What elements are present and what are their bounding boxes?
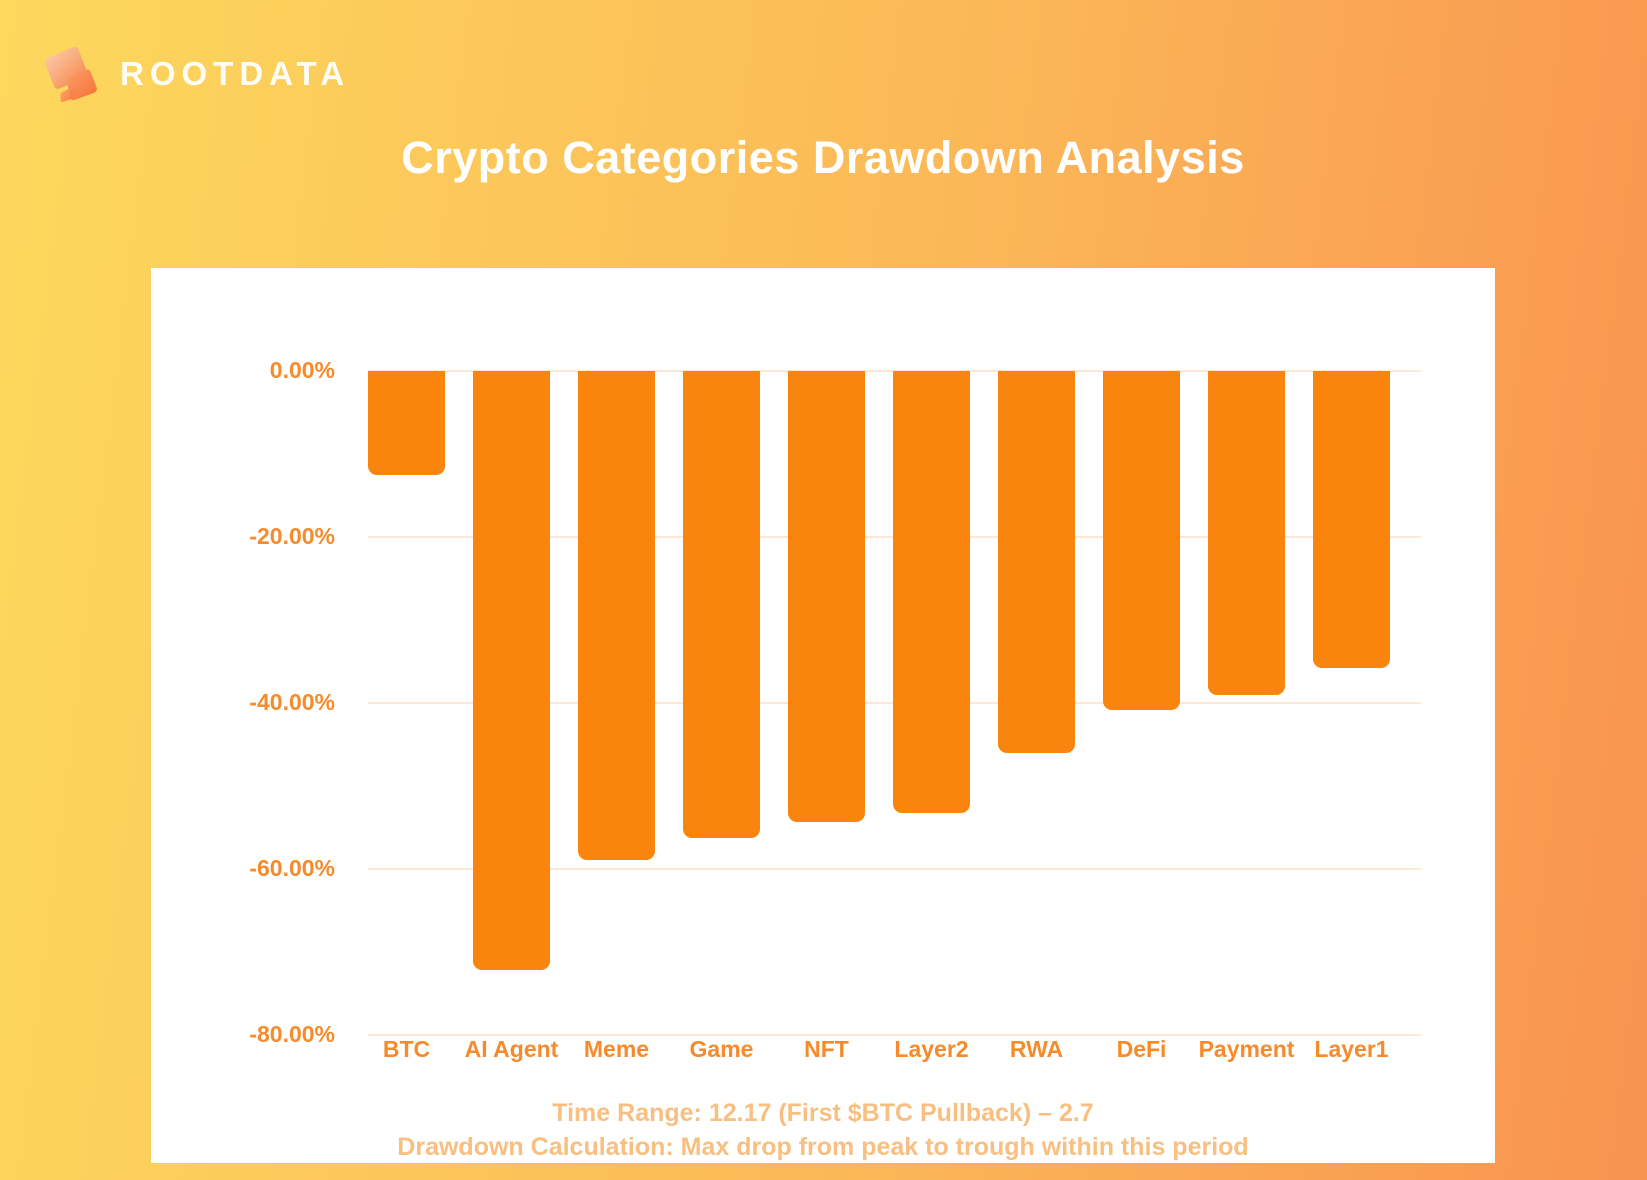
- rootdata-flag-icon: [38, 42, 110, 106]
- x-axis-label-nft: NFT: [804, 1036, 849, 1062]
- x-axis-label-meme: Meme: [583, 1036, 650, 1062]
- bar-meme: [578, 371, 655, 860]
- y-axis-tick-0: 0.00%: [269, 357, 335, 383]
- x-axis-label-layer1: Layer1: [1314, 1036, 1389, 1062]
- footnote-drawdown-calculation: Drawdown Calculation: Max drop from peak…: [397, 1133, 1249, 1161]
- chart-card: 0.00% -20.00% -40.00% -60.00% -80.00% BTC AI A…: [151, 268, 1495, 1163]
- y-axis-tick-40: -40.00%: [249, 689, 335, 715]
- x-axis-label-game: Game: [689, 1036, 754, 1062]
- x-axis-label-ai-agent: AI Agent: [464, 1036, 559, 1062]
- rootdata-logo: ROOTDATA: [38, 42, 350, 106]
- bar-rwa: [998, 371, 1075, 753]
- bar-btc: [368, 371, 445, 475]
- y-axis-tick-20: -20.00%: [249, 523, 335, 549]
- x-axis-label-rwa: RWA: [1009, 1036, 1064, 1062]
- footnote-time-range: Time Range: 12.17 (First $BTC Pullback) …: [552, 1099, 1094, 1127]
- bar-payment: [1208, 371, 1285, 695]
- chart-title: Crypto Categories Drawdown Analysis: [401, 132, 1245, 183]
- bar-ai-agent: [473, 371, 550, 970]
- bar-defi: [1103, 371, 1180, 710]
- x-axis-label-defi: DeFi: [1116, 1036, 1167, 1062]
- rootdata-logo-text: ROOTDATA: [120, 55, 351, 92]
- bar-layer2: [893, 371, 970, 813]
- bar-chart-plot-area: 0.00% -20.00% -40.00% -60.00% -80.00% BTC AI A…: [151, 268, 1495, 1163]
- y-axis-tick-80: -80.00%: [249, 1021, 335, 1047]
- x-axis-label-payment: Payment: [1198, 1036, 1295, 1062]
- y-axis-tick-60: -60.00%: [249, 855, 335, 881]
- bar-layer1: [1313, 371, 1390, 668]
- gridline-60: [368, 868, 1421, 870]
- bar-game: [683, 371, 760, 838]
- gridline-80: [368, 1034, 1421, 1036]
- x-axis-label-btc: BTC: [382, 1036, 431, 1062]
- chart-footnotes: Time Range: 12.17 (First $BTC Pullback) …: [151, 1096, 1495, 1164]
- x-axis-label-layer2: Layer2: [894, 1036, 969, 1062]
- bar-nft: [788, 371, 865, 822]
